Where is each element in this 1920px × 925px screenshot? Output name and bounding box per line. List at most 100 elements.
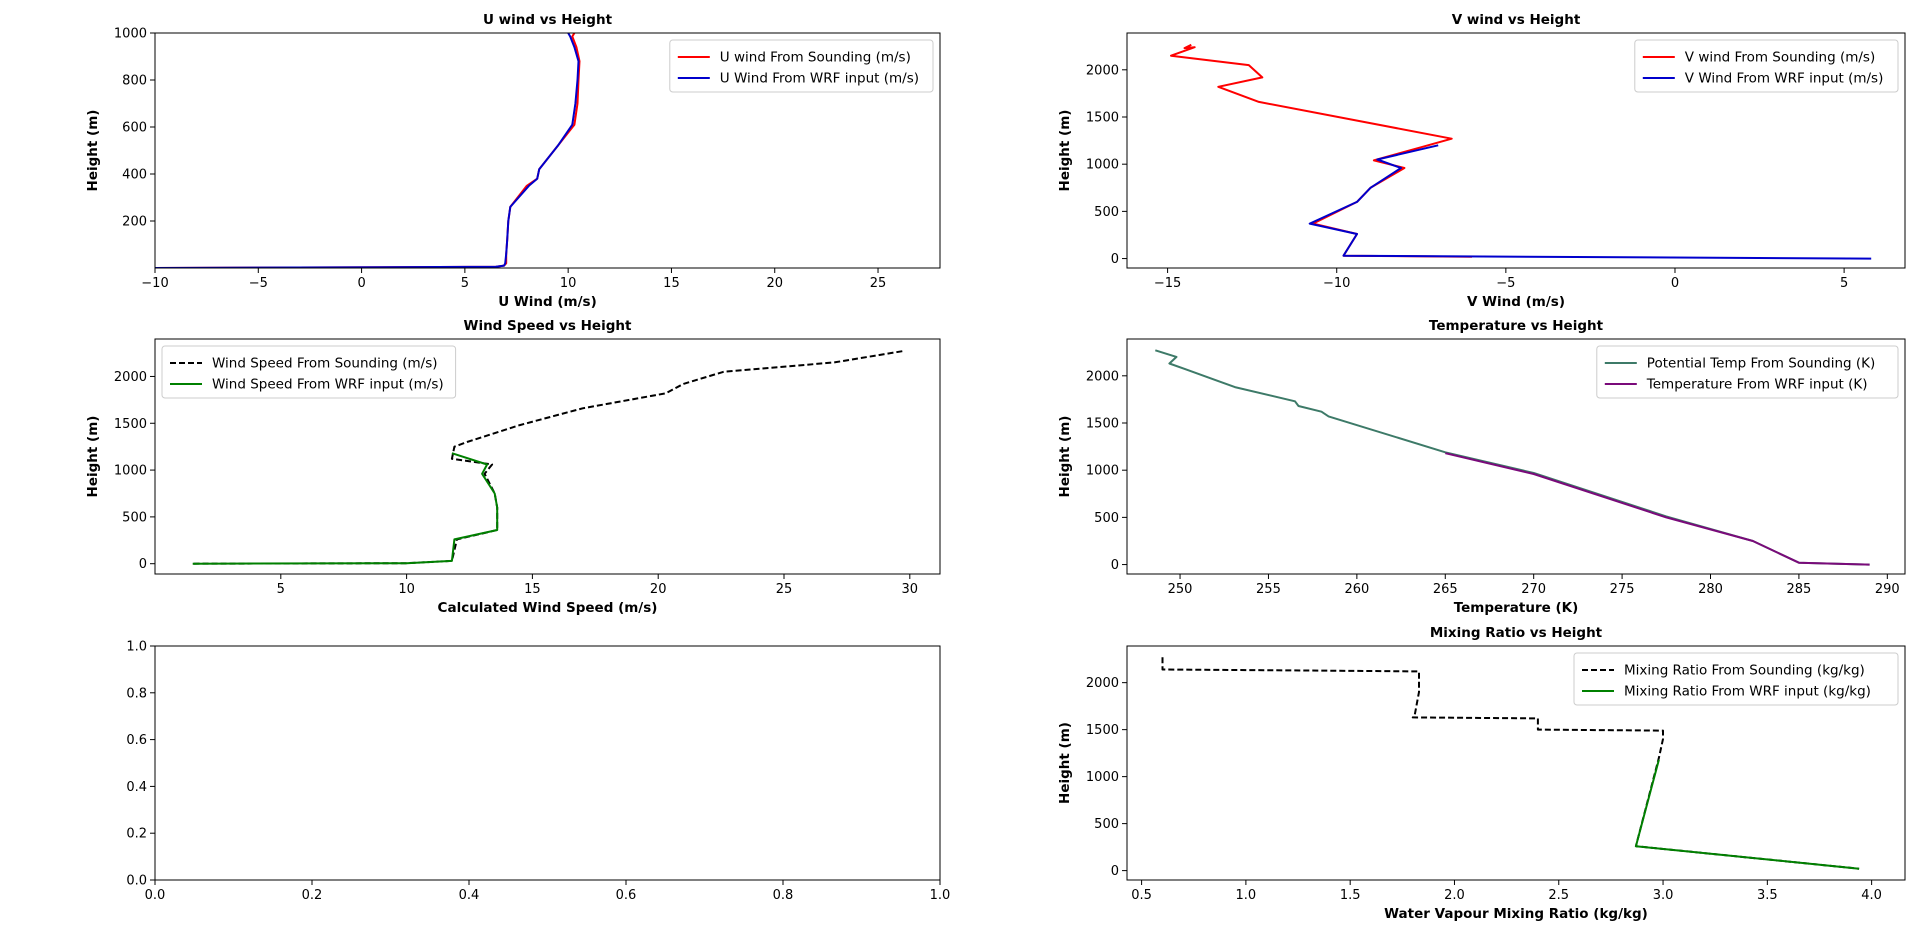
x-tick-label: 5 [461, 276, 469, 291]
chart-title: Temperature vs Height [1429, 318, 1604, 334]
chart-panel-1: −10 −5 0 5 10 15 20 25 200 400 600 800 1000 U wind vs… [85, 12, 941, 310]
y-tick-label: 0.8 [126, 686, 147, 701]
y-tick-label: 0 [1111, 558, 1119, 573]
x-tick-label: 10 [560, 276, 577, 291]
x-tick-label: 20 [650, 582, 667, 597]
x-tick-label: 5 [1840, 276, 1848, 291]
x-tick-label: 260 [1344, 582, 1369, 597]
legend-label: Wind Speed From WRF input (m/s) [212, 377, 444, 393]
y-tick-label: 2000 [1086, 369, 1119, 384]
y-tick-label: 0.6 [126, 733, 147, 748]
legend: Mixing Ratio From Sounding (kg/kg) Mixing… [1573, 652, 1899, 706]
legend-box [1573, 652, 1899, 706]
axes-frame [1126, 32, 1906, 269]
legend-box [669, 39, 934, 93]
chart-panel-4: 250 255 260 265 270 275 280 285 290 0 500 1000 1500 2… [1057, 318, 1906, 616]
x-tick-label: 0.2 [302, 888, 323, 903]
y-tick-label: 500 [1094, 205, 1119, 220]
legend-label: Wind Speed From Sounding (m/s) [212, 356, 438, 372]
legend-box [161, 345, 457, 399]
y-tick-label: 500 [1094, 511, 1119, 526]
y-axis-label: Height (m) [1057, 110, 1073, 192]
series-line-2 [192, 452, 499, 565]
legend-label: Temperature From WRF input (K) [1646, 377, 1868, 393]
y-tick-label: 1000 [1086, 158, 1119, 173]
x-tick-label: 290 [1875, 582, 1900, 597]
x-tick-label: 0 [357, 276, 365, 291]
series-line-1 [1170, 43, 1473, 258]
legend: U wind From Sounding (m/s) U Wind From WR… [669, 39, 934, 93]
x-tick-label: −5 [1496, 276, 1515, 291]
x-tick-label: 5 [277, 582, 285, 597]
x-tick-label: 265 [1433, 582, 1458, 597]
x-tick-label: −10 [141, 276, 168, 291]
series-line-2 [1308, 144, 1872, 260]
series-group [192, 350, 903, 565]
y-tick-label: 0 [1111, 864, 1119, 879]
y-axis-label: Height (m) [85, 110, 101, 192]
x-axis-label: V Wind (m/s) [1467, 294, 1565, 310]
x-tick-label: 250 [1168, 582, 1193, 597]
legend-label: V wind From Sounding (m/s) [1685, 50, 1875, 66]
series-line-2 [155, 33, 580, 268]
series-line-1 [155, 33, 581, 268]
series-group [1161, 657, 1860, 870]
axes-frame [154, 32, 941, 269]
x-axis-label: U Wind (m/s) [498, 294, 597, 310]
y-tick-label: 0.0 [126, 874, 147, 889]
y-tick-label: 2000 [1086, 63, 1119, 78]
x-axis-label: Temperature (K) [1454, 600, 1579, 616]
x-tick-label: 0 [1671, 276, 1679, 291]
x-tick-label: 15 [524, 582, 541, 597]
x-tick-label: 25 [870, 276, 887, 291]
x-tick-label: 275 [1610, 582, 1635, 597]
y-tick-label: 1000 [114, 464, 147, 479]
x-tick-label: −10 [1323, 276, 1350, 291]
series-line-2 [1634, 759, 1860, 870]
y-tick-label: 500 [1094, 817, 1119, 832]
chart-panel-2: −15 −10 −5 0 5 0 500 1000 1500 2000 V wind vs Heig… [1057, 12, 1906, 310]
x-tick-label: 2.0 [1444, 888, 1465, 903]
x-tick-label: 1.0 [930, 888, 951, 903]
legend-label: Mixing Ratio From WRF input (kg/kg) [1624, 684, 1871, 700]
legend: Potential Temp From Sounding (K) Temperat… [1596, 345, 1899, 399]
y-tick-label: 0 [139, 557, 147, 572]
chart-panel-5: 0.0 0.2 0.4 0.6 0.8 1.0 0.0 0.2 0.4 0.6 0.8 1.0 [126, 640, 950, 904]
x-tick-label: 30 [902, 582, 919, 597]
y-tick-label: 1000 [114, 27, 147, 42]
legend: Wind Speed From Sounding (m/s) Wind Speed… [161, 345, 457, 399]
chart-panel-6: 0.5 1.0 1.5 2.0 2.5 3.0 3.5 4.0 0 500 1000 1500 2000… [1057, 625, 1906, 922]
axes-frame [154, 645, 941, 881]
chart-title: V wind vs Height [1452, 12, 1581, 28]
legend: V wind From Sounding (m/s) V Wind From WR… [1634, 39, 1899, 93]
legend-label: Mixing Ratio From Sounding (kg/kg) [1624, 663, 1865, 679]
y-tick-label: 0.2 [126, 827, 147, 842]
y-tick-label: 2000 [1086, 676, 1119, 691]
y-tick-label: 800 [122, 74, 147, 89]
series-group [155, 33, 581, 268]
x-axis-label: Calculated Wind Speed (m/s) [438, 600, 658, 616]
x-tick-label: −5 [249, 276, 268, 291]
x-tick-label: 0.5 [1131, 888, 1152, 903]
x-axis-label: Water Vapour Mixing Ratio (kg/kg) [1384, 906, 1648, 922]
chart-title: Wind Speed vs Height [464, 318, 632, 334]
series-group [1170, 43, 1872, 260]
x-tick-label: 10 [398, 582, 415, 597]
axes-frame [154, 338, 941, 575]
y-tick-label: 200 [122, 215, 147, 230]
axes-frame [1126, 338, 1906, 575]
x-tick-label: 285 [1786, 582, 1811, 597]
y-tick-label: 1.0 [126, 640, 147, 655]
y-tick-label: 0 [1111, 252, 1119, 267]
legend-label: U Wind From WRF input (m/s) [720, 71, 919, 87]
y-tick-label: 0.4 [126, 780, 147, 795]
chart-title: U wind vs Height [483, 12, 613, 28]
x-tick-label: 270 [1521, 582, 1546, 597]
x-tick-label: 20 [766, 276, 783, 291]
x-tick-label: 1.5 [1340, 888, 1361, 903]
y-axis-label: Height (m) [85, 416, 101, 498]
chart-panel-3: 5 10 15 20 25 30 0 500 1000 1500 2000 Wind Speed vs… [85, 318, 941, 616]
y-tick-label: 1500 [1086, 416, 1119, 431]
x-tick-label: 4.0 [1861, 888, 1882, 903]
y-tick-label: 1500 [1086, 110, 1119, 125]
